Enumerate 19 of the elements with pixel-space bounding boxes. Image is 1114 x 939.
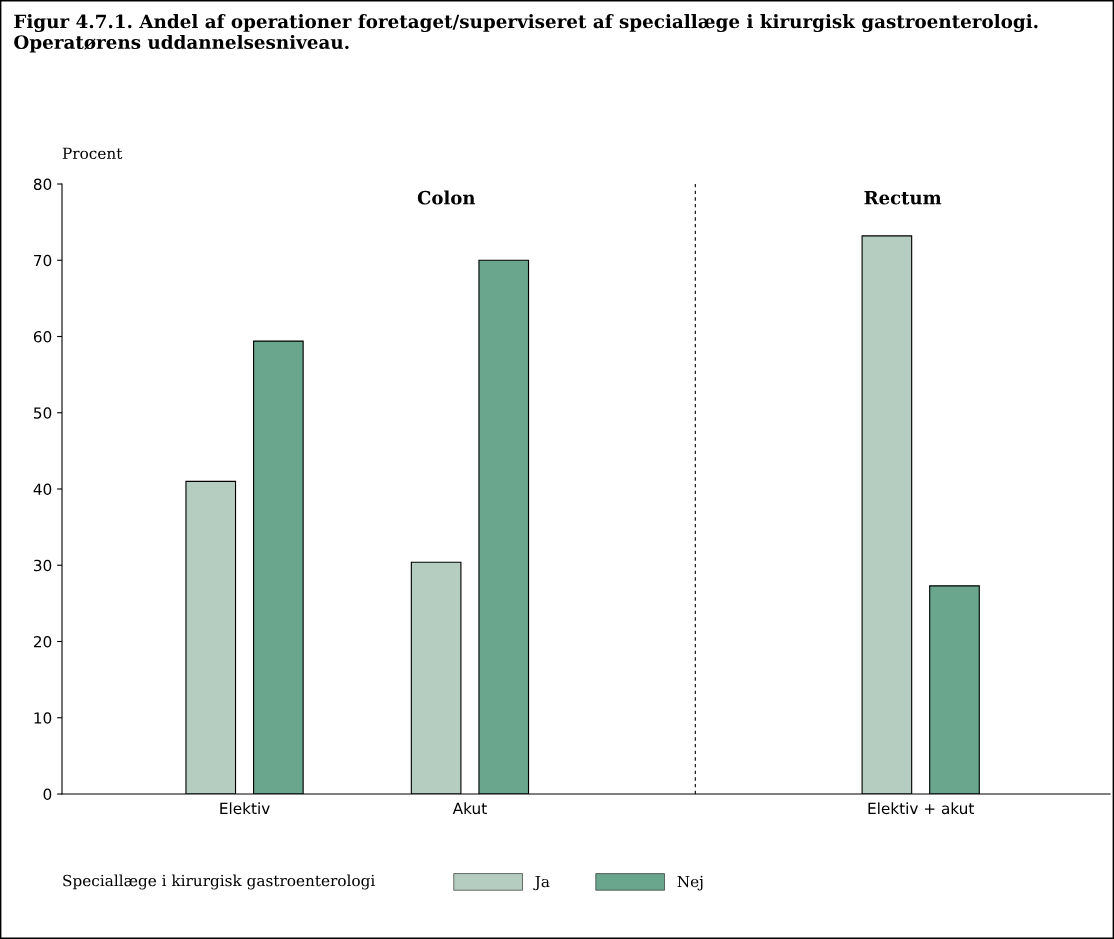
- y-tick-label: 10: [34, 712, 52, 724]
- y-tick-label: 20: [33, 635, 52, 648]
- annotation: Rectum: [864, 191, 942, 205]
- annotation: Colon: [417, 190, 476, 205]
- y-tick-label: 70: [34, 254, 52, 267]
- y-tick-label: 0: [43, 788, 52, 801]
- legend-title: Speciallæge i kirurgisk gastroenterologi: [63, 874, 375, 890]
- y-tick-label: 60: [33, 330, 52, 343]
- y-tick-label: 80: [33, 178, 52, 191]
- y-axis-title: Procent: [62, 147, 123, 160]
- legend-label: Ja: [533, 875, 550, 891]
- y-tick-label: 40: [33, 483, 52, 496]
- x-tick-label: Elektiv: [220, 802, 270, 815]
- chart-title: Figur 4.7.1. Andel af operationer foretaget/superviseret af speciallæge i kirurgisk gastroenterologi. Operatørens uddannelsesniveau.: [14, 14, 1038, 53]
- y-tick-label: 30: [34, 559, 52, 572]
- y-tick-label: 50: [34, 407, 52, 419]
- legend-label: Nej: [677, 875, 703, 891]
- x-tick-label: Akut: [452, 802, 487, 815]
- x-tick-label: Elektiv + akut: [868, 802, 974, 815]
